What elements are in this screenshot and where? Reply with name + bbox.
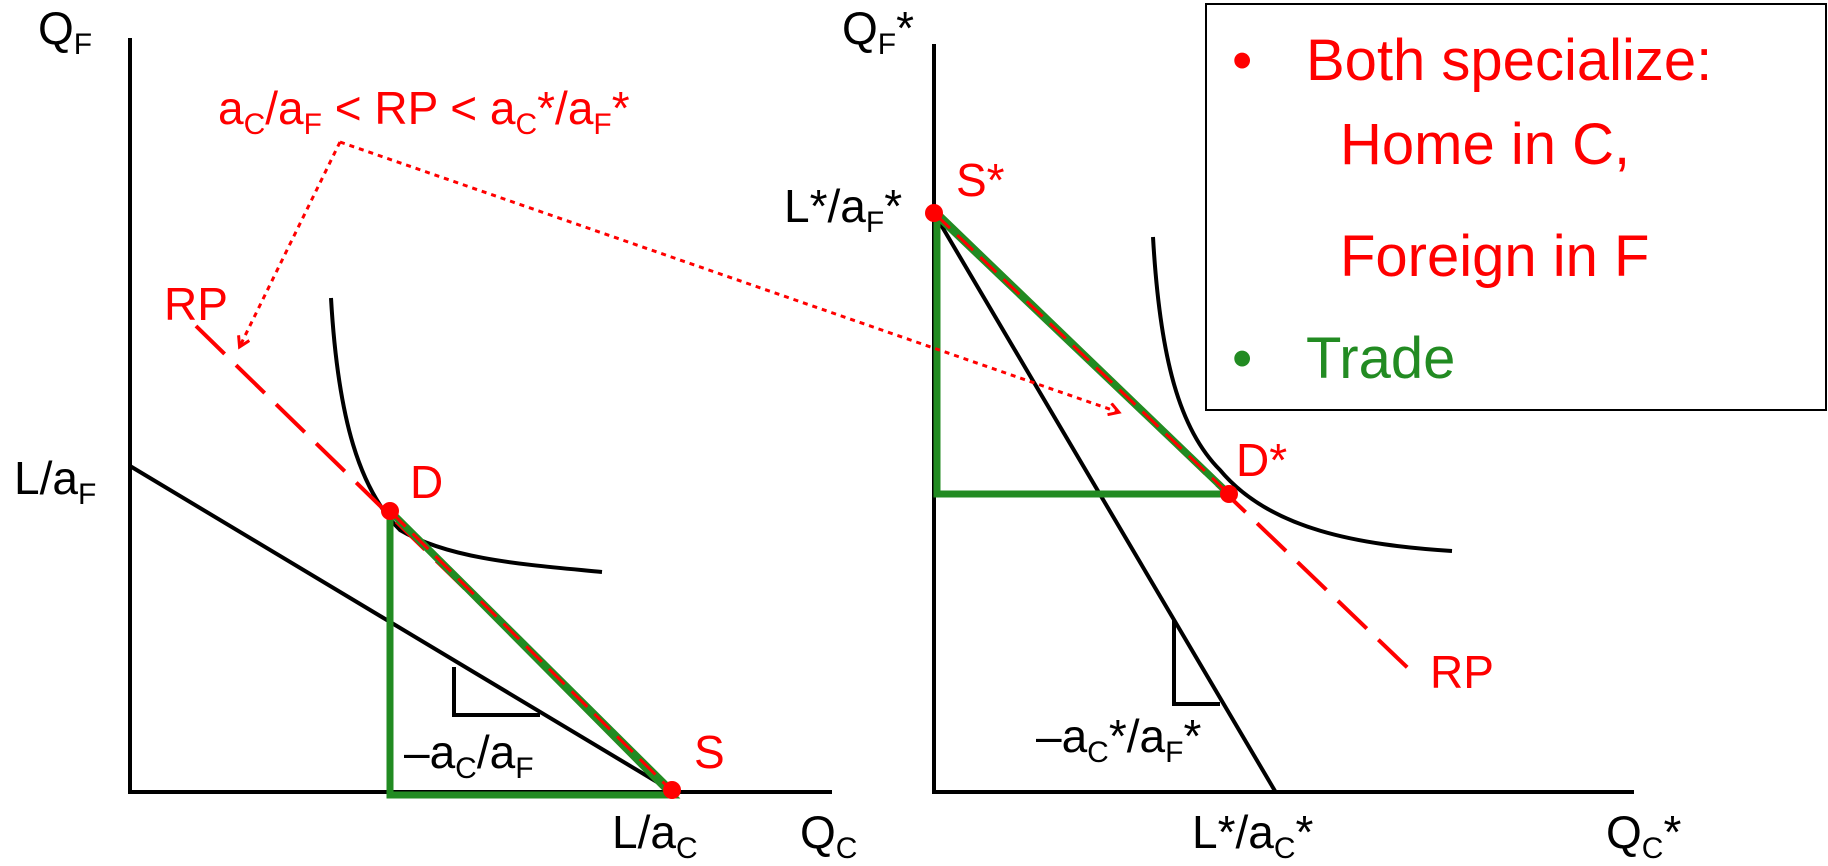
foreign-indifference-curve <box>1151 236 1453 553</box>
foreign-rp-overlay <box>932 211 1231 496</box>
foreign-slope-indicator <box>1172 620 1220 706</box>
home-rp-label: RP <box>164 278 228 330</box>
home-rp-overlay <box>388 509 674 793</box>
arrow-to-foreign-rp <box>339 140 1118 412</box>
foreign-point-d-label: D* <box>1236 434 1287 486</box>
home-y-intercept-label: L/aF <box>14 452 96 511</box>
condition-annotation: aC/aF < RP < aC*/aF* <box>218 82 1118 412</box>
home-point-d-label: D <box>410 456 443 508</box>
price-condition-label: aC/aF < RP < aC*/aF* <box>218 82 630 141</box>
home-y-axis-label: QF <box>38 2 92 61</box>
foreign-point-s <box>925 204 943 222</box>
home-x-intercept-label: L/aC <box>612 806 698 865</box>
legend-box: • Both specialize: Home in C, Foreign in… <box>1205 3 1827 411</box>
legend-bullet-green: • <box>1232 326 1252 391</box>
home-ppf-line <box>128 464 674 793</box>
legend-border <box>1205 3 1827 411</box>
home-x-axis-label: QC <box>800 806 857 865</box>
home-slope-indicator <box>452 667 540 717</box>
foreign-y-intercept-label: L*/aF* <box>784 180 902 239</box>
foreign-panel: QF* QC* L*/aF* L*/aC* –aC*/aF* RP S* D* <box>784 2 1681 865</box>
legend-trade: Trade <box>1306 326 1455 391</box>
legend-bullet-red: • <box>1232 28 1252 93</box>
home-point-d <box>381 502 399 520</box>
home-slope-label: –aC/aF <box>404 726 534 785</box>
foreign-slope-label: –aC*/aF* <box>1036 710 1201 769</box>
legend-line-2: Home in C, <box>1340 112 1630 177</box>
legend-line-1: Both specialize: <box>1306 28 1712 93</box>
foreign-rp-label: RP <box>1430 646 1494 698</box>
home-indifference-curve <box>329 297 603 574</box>
foreign-x-axis-label: QC* <box>1606 806 1681 865</box>
home-point-s-label: S <box>694 726 725 778</box>
home-panel: QF QC L/aF L/aC –aC/aF RP D S <box>14 2 857 865</box>
foreign-point-d <box>1220 485 1238 503</box>
foreign-point-s-label: S* <box>956 154 1005 206</box>
arrow-to-home-rp <box>240 141 342 346</box>
home-point-s <box>663 781 681 799</box>
foreign-y-axis-label: QF* <box>842 2 914 61</box>
foreign-x-intercept-label: L*/aC* <box>1192 806 1314 865</box>
foreign-ppf-line <box>932 211 1277 793</box>
legend-line-3: Foreign in F <box>1340 224 1649 289</box>
